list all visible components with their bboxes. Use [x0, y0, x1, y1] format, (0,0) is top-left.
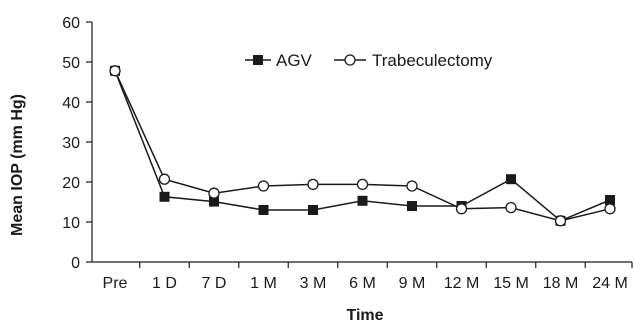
data-point-trabeculectomy [356, 178, 369, 191]
data-point-trabeculectomy [208, 187, 220, 199]
legend-item-trabeculectomy: Trabeculectomy [334, 51, 493, 70]
data-point-agv [159, 191, 170, 202]
legend-label-trabeculectomy: Trabeculectomy [372, 51, 493, 70]
x-tick-label: Pre [103, 275, 128, 292]
data-point-agv [407, 201, 417, 211]
y-tick-label: 0 [71, 255, 80, 272]
data-point-agv [506, 174, 516, 185]
data-point-agv [308, 205, 318, 215]
x-tick-label: 1 D [152, 275, 177, 292]
x-tick-label: 12 M [444, 275, 480, 292]
legend-label-agv: AGV [276, 51, 313, 70]
y-ticks: 0 10 20 30 40 50 60 [62, 15, 92, 272]
data-point-agv [209, 196, 219, 207]
data-point-agv [357, 195, 368, 206]
data-point-trabeculectomy [257, 180, 270, 192]
data-point-trabeculectomy [406, 180, 418, 192]
data-point-trabeculectomy [505, 201, 517, 214]
data-point-trabeculectomy [307, 178, 319, 191]
y-axis-title: Mean IOP (mm Hg) [9, 94, 26, 236]
y-tick-label: 60 [62, 15, 80, 32]
legend-marker-trabeculectomy [344, 54, 356, 66]
y-tick-label: 40 [62, 95, 80, 112]
x-tick-label: 1 M [250, 275, 277, 292]
x-tick-label: 7 D [202, 275, 227, 292]
x-axis-title: Time [346, 307, 383, 324]
axes [91, 22, 632, 263]
data-point-trabeculectomy [455, 203, 468, 215]
y-tick-label: 50 [62, 55, 80, 72]
data-point-trabeculectomy [158, 173, 171, 185]
data-point-trabeculectomy [604, 203, 616, 215]
series-layer [109, 65, 616, 227]
legend: AGV Trabeculectomy [245, 51, 493, 70]
data-point-agv [605, 195, 615, 205]
x-tick-label: 3 M [300, 275, 327, 292]
x-tick-label: 18 M [543, 275, 579, 292]
data-point-agv [258, 205, 269, 215]
data-point-trabeculectomy [109, 65, 121, 77]
x-tick-label: 15 M [493, 275, 529, 292]
legend-item-agv: AGV [245, 51, 313, 70]
x-tick-label: 9 M [399, 275, 426, 292]
x-tick-label: 24 M [592, 275, 628, 292]
y-tick-label: 10 [62, 215, 80, 232]
y-tick-label: 20 [62, 175, 80, 192]
legend-marker-agv [253, 55, 263, 65]
x-ticks: Pre 1 D 7 D 1 M 3 M 6 M 9 M 12 M 15 M 18 M 24 M [103, 262, 633, 292]
x-tick-label: 6 M [349, 275, 376, 292]
y-tick-label: 30 [62, 135, 80, 152]
data-point-trabeculectomy [554, 215, 567, 227]
